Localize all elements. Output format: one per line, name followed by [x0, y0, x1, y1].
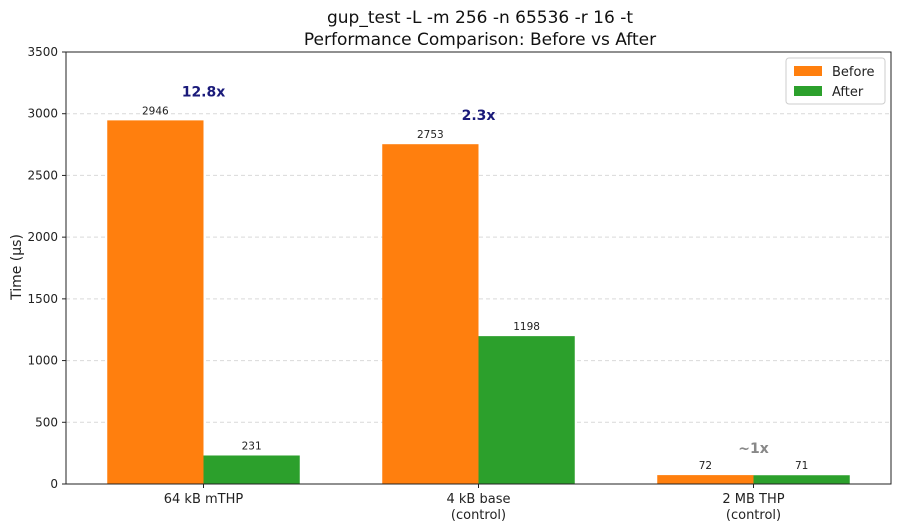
y-tick-label: 1500: [27, 292, 58, 306]
data-labels: 2946 231 12.8x 2753 1198 2.3x 72 71 ~1x: [142, 84, 808, 472]
legend-swatch: [794, 66, 822, 76]
bar-after: [753, 475, 850, 484]
speedup-label: 2.3x: [462, 108, 496, 124]
legend: Before After: [785, 57, 886, 105]
bar-value-label: 2753: [417, 129, 444, 141]
bar-value-label: 231: [242, 440, 262, 452]
y-tick-label: 1000: [27, 354, 58, 368]
bar-after: [478, 336, 575, 484]
y-tick-label: 0: [50, 477, 58, 491]
y-tick-label: 2000: [27, 230, 58, 244]
bars: [107, 120, 850, 484]
bar-before: [107, 120, 204, 484]
x-tick-label: 4 kB base: [447, 492, 511, 507]
legend-swatch: [794, 86, 822, 96]
y-tick-label: 2500: [27, 168, 58, 182]
bar-value-label: 2946: [142, 105, 169, 117]
x-tick-label: (control): [451, 508, 506, 523]
axes: 0 500 1000 1500 2000 2500 3000 3500 64 kB mTHP 4 …: [27, 45, 892, 523]
y-tick-label: 500: [35, 415, 58, 429]
bar-after: [203, 455, 300, 484]
legend-label: After: [832, 85, 864, 100]
speedup-label: 12.8x: [182, 84, 226, 100]
x-tick-label: 2 MB THP: [722, 492, 784, 507]
bar-value-label: 1198: [513, 321, 540, 333]
y-tick-label: 3000: [27, 107, 58, 121]
bar-before: [382, 144, 479, 484]
bar-value-label: 72: [699, 460, 712, 472]
bar-value-label: 71: [795, 460, 808, 472]
chart-subtitle: Performance Comparison: Before vs After: [304, 30, 656, 50]
x-tick-label: (control): [726, 508, 781, 523]
speedup-label: ~1x: [738, 441, 769, 457]
chart-title: gup_test -L -m 256 -n 65536 -r 16 -t: [327, 8, 633, 28]
y-axis-label: Time (µs): [9, 234, 25, 301]
legend-label: Before: [832, 65, 875, 80]
y-tick-label: 3500: [27, 45, 58, 59]
plot-frame: [65, 51, 892, 485]
x-tick-label: 64 kB mTHP: [164, 492, 244, 507]
bar-before: [657, 475, 754, 484]
